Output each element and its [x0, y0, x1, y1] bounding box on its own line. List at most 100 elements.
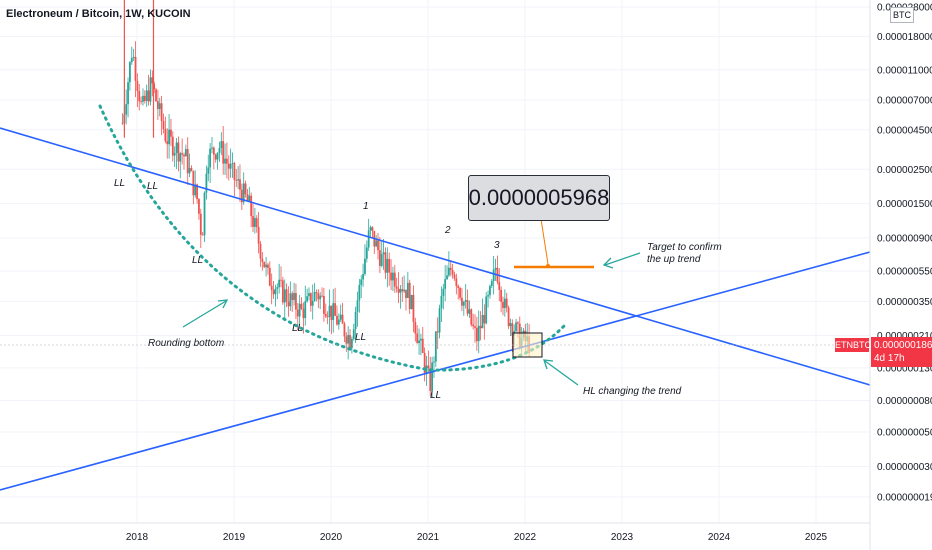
- candle-body: [350, 338, 353, 349]
- candle-body: [517, 322, 519, 324]
- candle-body: [239, 179, 241, 190]
- wave-1-label: 1: [363, 201, 369, 212]
- candle-body: [207, 167, 210, 174]
- target-callout-line: [540, 218, 549, 265]
- arrow-target: [602, 252, 641, 269]
- candle-body: [309, 293, 312, 306]
- x-tick-label: 2018: [126, 532, 149, 543]
- candle-body: [479, 325, 482, 329]
- candle-body: [218, 148, 221, 153]
- candle-body: [455, 278, 458, 287]
- candle-body: [315, 292, 318, 294]
- candle-body: [209, 148, 212, 168]
- candle-body: [216, 152, 219, 160]
- candle-body: [171, 136, 174, 156]
- candle-body: [156, 101, 159, 110]
- candle-body: [405, 289, 407, 299]
- candle-body: [164, 129, 167, 142]
- y-axis[interactable]: 0.00002800000.00001800000.00001100000.00…: [877, 3, 932, 504]
- y-tick-label: 0.0000000300: [877, 462, 932, 473]
- x-tick-label: 2025: [805, 532, 828, 543]
- candle-body: [457, 286, 460, 288]
- candle-body: [296, 309, 299, 317]
- candle-body: [293, 293, 295, 301]
- candle-body: [308, 293, 310, 297]
- y-tick-label: 0.0000070000: [877, 96, 932, 107]
- candle-body: [421, 338, 424, 353]
- candle-body: [330, 305, 333, 321]
- ll-label: LL: [430, 390, 441, 401]
- candle-body: [375, 240, 378, 247]
- candle-body: [382, 252, 385, 255]
- candle-body: [140, 101, 143, 103]
- descending-trendline[interactable]: [0, 127, 871, 386]
- candle-body: [272, 289, 275, 295]
- candle-body: [184, 149, 187, 157]
- candle-body: [474, 326, 476, 328]
- candle-body: [229, 163, 232, 169]
- candle-body: [416, 333, 419, 344]
- candle-body: [211, 147, 213, 149]
- candle-body: [173, 152, 176, 156]
- candle-body: [397, 288, 400, 293]
- x-tick-label: 2022: [514, 532, 537, 543]
- ll-label: LL: [355, 332, 366, 343]
- candle-body: [451, 270, 454, 275]
- ascending-trendline[interactable]: [0, 251, 871, 491]
- y-tick-label: 0.0000015000: [877, 199, 932, 210]
- candle-body: [289, 293, 292, 307]
- candle-body: [177, 142, 180, 162]
- candle-body: [130, 57, 133, 63]
- last-price-tag: 0.0000001860 4d 17h: [871, 337, 932, 367]
- candle-body: [222, 141, 225, 164]
- candle-body: [509, 323, 512, 327]
- candle-body: [132, 56, 135, 58]
- candle-body: [162, 121, 165, 130]
- bar-countdown: 4d 17h: [874, 353, 905, 364]
- candle-body: [341, 314, 344, 324]
- candle-body: [168, 129, 170, 145]
- candle-body: [323, 295, 325, 315]
- candle-body: [423, 352, 426, 373]
- candle-body: [433, 361, 435, 363]
- candle-body: [490, 281, 493, 287]
- candle-body: [181, 153, 184, 155]
- candle-body: [362, 273, 364, 280]
- currency-badge[interactable]: BTC: [890, 7, 914, 23]
- candle-body: [515, 322, 517, 332]
- candle-body: [507, 307, 510, 327]
- x-axis[interactable]: 2018 2019 2020 2021 2022 2023 2024 2025: [126, 532, 828, 543]
- grid: [0, 0, 870, 523]
- y-tick-label: 0.0000009000: [877, 233, 932, 244]
- target-text-2: the up trend: [647, 254, 701, 265]
- candle-body: [186, 149, 189, 174]
- candle-body: [475, 327, 478, 342]
- candle-body: [198, 199, 200, 214]
- candle-body: [326, 316, 329, 318]
- target-line-anchor[interactable]: [546, 264, 550, 268]
- candle-body: [127, 82, 129, 105]
- candle-body: [138, 90, 141, 102]
- candle-body: [199, 213, 202, 235]
- candle-body: [369, 227, 372, 231]
- candle-body: [339, 314, 342, 320]
- candle-body: [246, 194, 249, 201]
- candle-body: [410, 294, 413, 310]
- candle-body: [205, 173, 208, 193]
- candle-body: [136, 80, 139, 91]
- candle-body: [505, 298, 508, 308]
- candle-body: [380, 254, 383, 266]
- candle-body: [281, 280, 284, 303]
- candle-body: [349, 334, 351, 349]
- candle-body: [472, 324, 475, 327]
- candle-body: [319, 295, 322, 300]
- candle-body: [302, 308, 305, 319]
- candle-body: [250, 195, 253, 217]
- hl-label: HL changing the trend: [583, 386, 682, 397]
- candle-body: [498, 281, 501, 290]
- candle-body: [304, 301, 307, 319]
- candle-body: [459, 287, 461, 298]
- candle-body: [470, 309, 473, 325]
